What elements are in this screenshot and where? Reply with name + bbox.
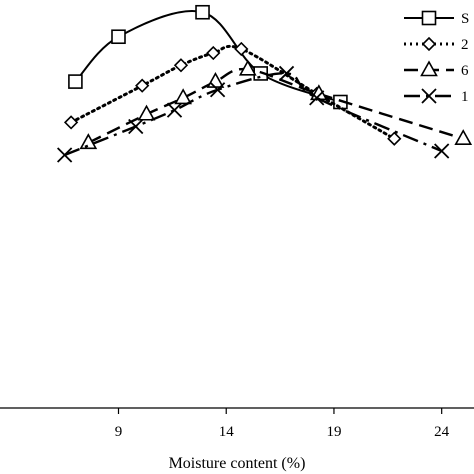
legend-item-4: 1 — [404, 88, 469, 105]
series-4-point-4 — [209, 82, 226, 98]
series-4 — [56, 65, 450, 163]
series-3-point-4 — [206, 71, 225, 88]
series-4-point-3 — [166, 102, 183, 118]
x-tick-label-2: 14 — [219, 424, 235, 440]
series-layer — [56, 4, 473, 163]
series-3-point-3 — [174, 88, 192, 105]
series-2-line — [69, 44, 396, 141]
series-2-point-3 — [173, 58, 189, 73]
series-1-point-1 — [68, 74, 83, 89]
legend-marker-2 — [421, 36, 437, 52]
series-4-point-5 — [278, 65, 295, 82]
legend-marker-4 — [421, 88, 437, 104]
series-2-point-2 — [135, 78, 150, 93]
legend: S 2 6 1 — [404, 10, 469, 105]
series-4-point-6 — [309, 90, 325, 106]
legend-item-2: 2 — [404, 36, 469, 53]
legend-marker-1 — [421, 10, 437, 26]
series-4-point-7 — [434, 143, 450, 159]
legend-marker-3 — [420, 60, 438, 77]
series-4-point-1 — [56, 147, 73, 163]
legend-label-4: 1 — [461, 89, 469, 105]
series-3-line — [87, 67, 464, 144]
series-2-point-1 — [63, 115, 79, 130]
series-2-point-5 — [234, 41, 249, 57]
x-tick-label-3: 19 — [326, 424, 341, 440]
x-tick-label-4: 24 — [434, 424, 450, 440]
series-3-point-1 — [79, 133, 98, 150]
series-1-point-2 — [111, 29, 126, 45]
series-2-point-7 — [387, 131, 402, 146]
legend-label-2: 2 — [461, 37, 469, 53]
x-axis: 9 14 19 24 — [0, 407, 474, 440]
series-3-point-2 — [137, 104, 156, 121]
legend-item-1: S — [404, 10, 469, 27]
series-3-point-5 — [238, 59, 257, 76]
series-3-point-7 — [454, 129, 473, 146]
series-1-point-3 — [195, 4, 210, 20]
x-axis-label: Moisture content (%) — [169, 455, 306, 472]
legend-label-1: S — [461, 11, 469, 27]
legend-label-3: 6 — [461, 63, 469, 79]
series-4-point-2 — [128, 118, 144, 135]
legend-item-3: 6 — [404, 60, 469, 79]
x-tick-label-1: 9 — [115, 424, 123, 440]
series-2-point-4 — [206, 45, 221, 61]
